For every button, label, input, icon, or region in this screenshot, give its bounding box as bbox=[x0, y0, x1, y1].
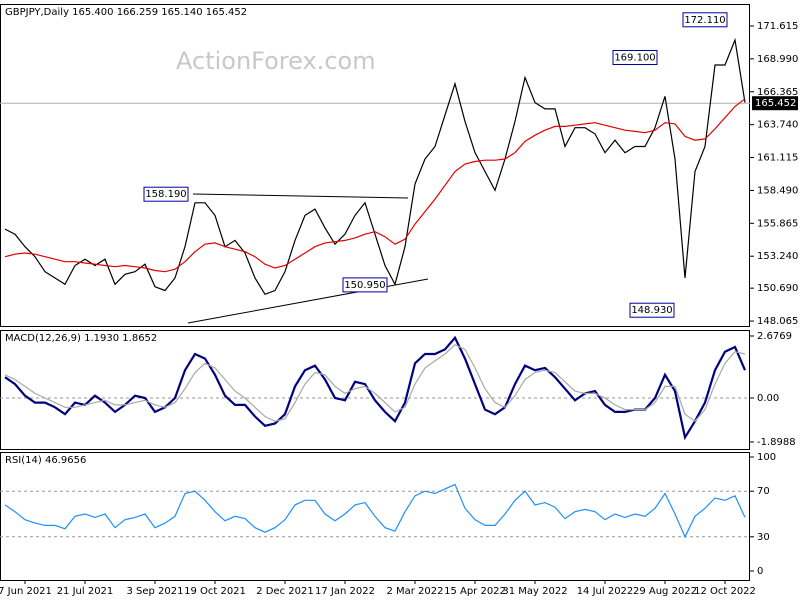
annotation-box bbox=[143, 186, 189, 202]
x-tick-label: 31 May 2022 bbox=[502, 586, 567, 597]
y-tick-label: 0.00 bbox=[757, 393, 779, 404]
annotation-box bbox=[342, 277, 388, 293]
annotation-box bbox=[682, 12, 728, 28]
annotation-label: 150.950 bbox=[344, 280, 385, 291]
y-tick-label: 30 bbox=[757, 532, 770, 543]
y-tick-label: 166.365 bbox=[757, 87, 798, 98]
y-tick-label: 168.990 bbox=[757, 54, 798, 65]
y-tick-label: 2.6769 bbox=[757, 331, 792, 342]
y-tick-label: 0 bbox=[757, 566, 763, 577]
y-tick-label: -1.8988 bbox=[757, 437, 796, 448]
annotation-box bbox=[629, 302, 675, 318]
x-tick-label: 19 Oct 2021 bbox=[184, 586, 246, 597]
series-line bbox=[4, 37, 746, 296]
panel-frame bbox=[0, 4, 750, 327]
series-line bbox=[4, 335, 747, 441]
panel-title: GBPJPY,Daily 165.400 166.259 165.140 165… bbox=[5, 7, 247, 18]
x-tick-label: 14 Jul 2022 bbox=[577, 586, 634, 597]
series-line bbox=[4, 483, 746, 539]
x-tick-label: 2 Mar 2022 bbox=[386, 586, 443, 597]
x-tick-label: 15 Apr 2022 bbox=[444, 586, 506, 597]
x-tick-label: 3 Sep 2021 bbox=[126, 586, 183, 597]
panel-frame bbox=[0, 330, 750, 450]
annotation-label: 148.930 bbox=[631, 305, 672, 316]
panel-title: RSI(14) 46.9656 bbox=[5, 455, 86, 466]
y-tick-label: 153.240 bbox=[757, 251, 798, 262]
panel-title: MACD(12,26,9) 1.1930 1.8652 bbox=[5, 333, 157, 344]
y-tick-label: 70 bbox=[757, 486, 770, 497]
current-price-label: 165.452 bbox=[755, 98, 796, 109]
trendline bbox=[187, 278, 429, 324]
x-tick-label: 2 Dec 2021 bbox=[256, 586, 314, 597]
annotation-label: 169.100 bbox=[614, 52, 655, 63]
y-tick-label: 171.615 bbox=[757, 21, 798, 32]
x-tick-label: 21 Jul 2021 bbox=[57, 586, 114, 597]
x-tick-label: 29 Aug 2022 bbox=[633, 586, 697, 597]
x-tick-label: 12 Oct 2022 bbox=[694, 586, 756, 597]
y-tick-label: 155.865 bbox=[757, 218, 798, 229]
annotation-box bbox=[612, 49, 658, 65]
annotation-label: 172.110 bbox=[684, 15, 725, 26]
annotation-label: 158.190 bbox=[145, 189, 186, 200]
trendline bbox=[192, 193, 409, 199]
watermark: ActionForex.com bbox=[176, 47, 376, 75]
series-line bbox=[4, 343, 746, 423]
series-line bbox=[4, 98, 746, 273]
y-tick-label: 163.740 bbox=[757, 120, 798, 131]
x-tick-label: 7 Jun 2021 bbox=[0, 586, 52, 597]
y-tick-label: 161.115 bbox=[757, 153, 798, 164]
current-price-box bbox=[752, 96, 798, 111]
panel-frame bbox=[0, 452, 750, 581]
x-tick-label: 17 Jan 2022 bbox=[315, 586, 375, 597]
y-tick-label: 100 bbox=[757, 452, 776, 463]
y-tick-label: 148.065 bbox=[757, 316, 798, 327]
y-tick-label: 150.690 bbox=[757, 283, 798, 294]
y-tick-label: 158.490 bbox=[757, 185, 798, 196]
